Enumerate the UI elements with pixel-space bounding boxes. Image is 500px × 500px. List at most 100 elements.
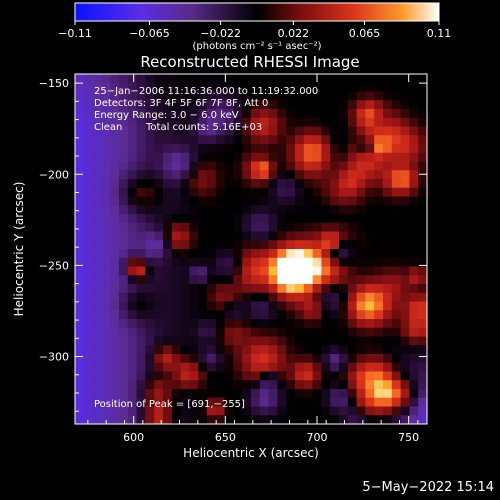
heatmap-cell — [312, 126, 322, 136]
heatmap-cell — [75, 222, 85, 233]
heatmap-cell — [110, 266, 120, 276]
heatmap-cell — [259, 336, 270, 346]
heatmap-cell — [295, 144, 305, 154]
heatmap-cell — [374, 310, 384, 320]
heatmap-cell — [330, 144, 340, 154]
heatmap-cell — [383, 222, 393, 233]
heatmap-cell — [418, 74, 427, 84]
heatmap-cell — [277, 310, 287, 320]
heatmap-cell — [171, 406, 182, 416]
heatmap-cell — [259, 362, 270, 373]
heatmap-cell — [215, 179, 226, 189]
x-tick-label: 600 — [123, 431, 144, 444]
heatmap-cell — [347, 135, 358, 145]
heatmap-cell — [259, 310, 270, 320]
heatmap-cell — [295, 231, 305, 241]
heatmap-cell — [233, 135, 243, 145]
heatmap-cell — [268, 126, 278, 136]
heatmap-cell — [83, 240, 94, 250]
x-axis-ticks: 600 650 700 750 — [87, 74, 419, 444]
heatmap-cell — [198, 240, 208, 250]
heatmap-cell — [295, 406, 305, 416]
heatmap-cell — [295, 389, 305, 399]
heatmap-cell — [119, 397, 129, 408]
heatmap-cell — [383, 91, 393, 101]
heatmap-cell — [215, 240, 226, 250]
heatmap-cell — [268, 406, 278, 416]
heatmap-cell — [119, 170, 129, 180]
heatmap-cell — [303, 266, 314, 276]
heatmap-cell — [374, 415, 384, 424]
heatmap-cell — [127, 231, 138, 241]
heatmap-cell — [268, 214, 278, 224]
heatmap-cell — [277, 240, 287, 250]
heatmap-cell — [268, 161, 278, 171]
heatmap-cell — [215, 284, 226, 294]
heatmap-cell — [189, 354, 199, 364]
heatmap-cell — [418, 257, 427, 268]
heatmap-cell — [224, 380, 234, 390]
heatmap-cell — [295, 187, 305, 198]
heatmap-cell — [374, 319, 384, 329]
heatmap-cell — [418, 126, 427, 136]
heatmap-cell — [356, 310, 366, 320]
heatmap-cell — [224, 179, 234, 189]
heatmap-cell — [233, 275, 243, 285]
heatmap-cell — [400, 362, 410, 373]
heatmap-cell — [154, 345, 164, 355]
heatmap-cell — [224, 100, 234, 110]
heatmap-cell — [127, 257, 138, 268]
heatmap-cell — [277, 354, 287, 364]
heatmap-cell — [83, 179, 94, 189]
heatmap-cell — [391, 187, 402, 198]
heatmap-cell — [145, 152, 155, 163]
heatmap-cell — [119, 266, 129, 276]
heatmap-cell — [339, 240, 349, 250]
heatmap-cell — [207, 336, 217, 346]
heatmap-cell — [383, 371, 393, 381]
heatmap-cell — [277, 196, 287, 206]
heatmap-cell — [233, 117, 243, 128]
heatmap-cell — [347, 82, 358, 93]
heatmap-cell — [101, 214, 111, 224]
heatmap-cell — [391, 249, 402, 259]
heatmap-cell — [145, 240, 155, 250]
heatmap-cell — [233, 82, 243, 93]
heatmap-cell — [189, 100, 199, 110]
heatmap-cell — [119, 126, 129, 136]
heatmap-cell — [251, 91, 261, 101]
heatmap-cell — [356, 152, 366, 163]
heatmap-cell — [110, 292, 120, 303]
heatmap-cell — [259, 354, 270, 364]
heatmap-cell — [224, 214, 234, 224]
heatmap-cell — [268, 327, 278, 338]
heatmap-cell — [365, 249, 375, 259]
heatmap-cell — [409, 380, 419, 390]
heatmap-cell — [303, 336, 314, 346]
heatmap-cell — [383, 126, 393, 136]
heatmap-cell — [400, 100, 410, 110]
heatmap-cell — [259, 406, 270, 416]
heatmap-cell — [347, 249, 358, 259]
heatmap-cell — [295, 362, 305, 373]
heatmap-cell — [92, 371, 102, 381]
heatmap-cell — [383, 275, 393, 285]
heatmap-cell — [268, 91, 278, 101]
heatmap-cell — [242, 380, 252, 390]
heatmap-cell — [242, 284, 252, 294]
heatmap-cell — [312, 82, 322, 93]
heatmap-cell — [189, 144, 199, 154]
heatmap-cell — [383, 389, 393, 399]
heatmap-cell — [259, 284, 270, 294]
heatmap-cell — [383, 144, 393, 154]
heatmap-cell — [330, 284, 340, 294]
heatmap-cell — [180, 406, 190, 416]
heatmap-cell — [312, 170, 322, 180]
heatmap-cell — [110, 345, 120, 355]
heatmap-cell — [365, 336, 375, 346]
heatmap-cell — [286, 284, 296, 294]
heatmap-cell — [154, 266, 164, 276]
heatmap-cell — [136, 214, 146, 224]
heatmap-cell — [321, 109, 331, 119]
heatmap-cell — [119, 109, 129, 119]
